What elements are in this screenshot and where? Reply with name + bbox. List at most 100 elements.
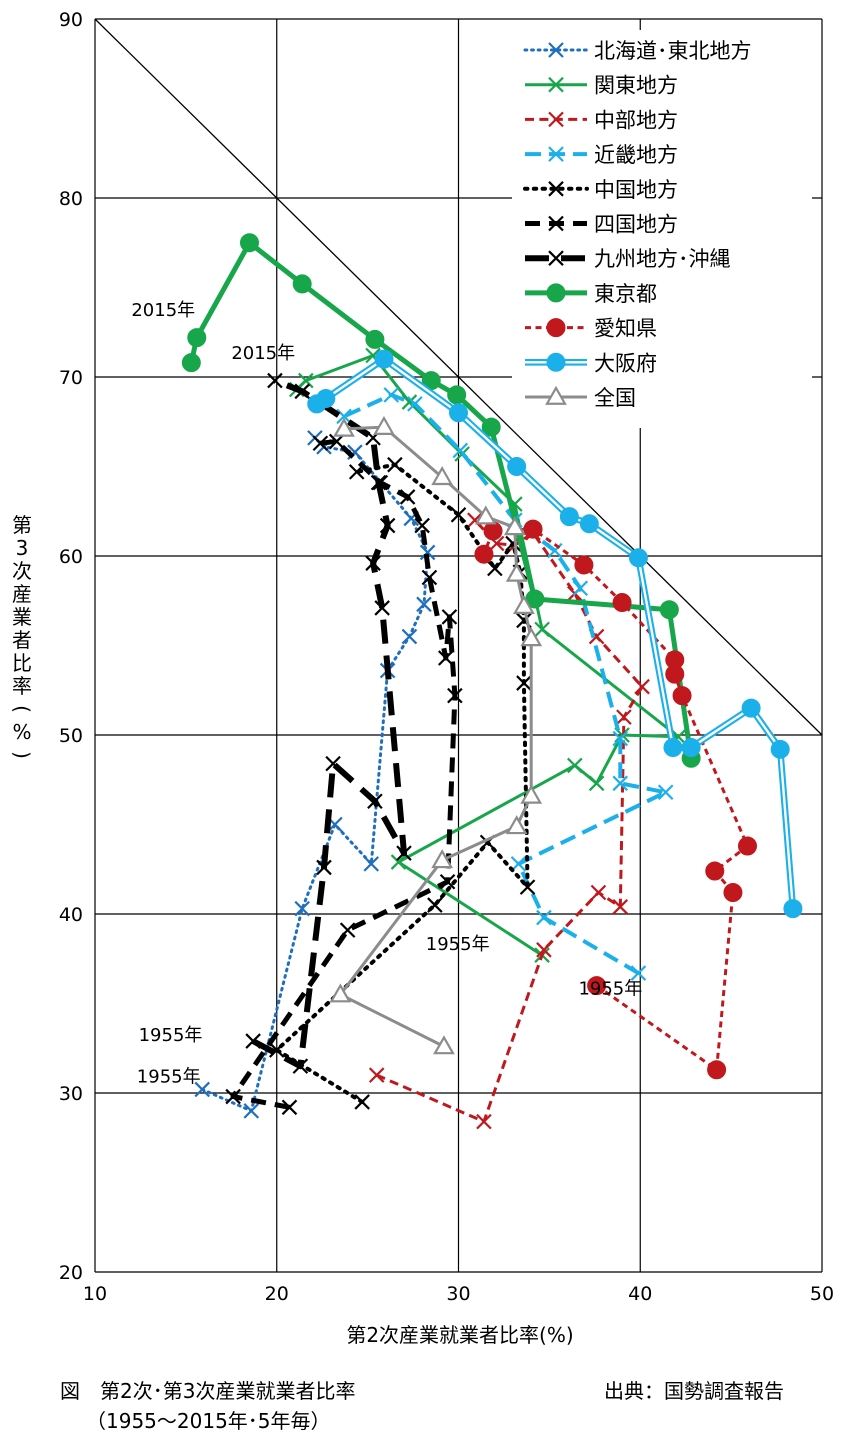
data-point xyxy=(368,1067,385,1083)
legend-label: 九州地方･沖縄 xyxy=(594,247,731,271)
series-4 xyxy=(336,387,674,981)
legend-item: 中国地方 xyxy=(523,178,678,202)
legend-label: 四国地方 xyxy=(594,213,678,237)
legend-item: 関東地方 xyxy=(525,74,678,98)
legend-item: 中部地方 xyxy=(525,108,678,132)
data-point xyxy=(572,580,589,596)
data-point xyxy=(474,505,497,525)
legend-item: 大阪府 xyxy=(525,351,657,375)
data-point xyxy=(513,594,535,614)
series-line xyxy=(295,354,680,957)
data-point xyxy=(339,922,356,938)
data-point xyxy=(383,387,400,403)
legend-marker xyxy=(548,146,564,162)
data-point xyxy=(427,897,443,913)
data-point xyxy=(770,739,790,759)
legend-marker xyxy=(548,215,564,232)
data-point xyxy=(516,675,532,691)
series-10 xyxy=(307,349,803,919)
data-point xyxy=(612,730,629,747)
y-tick-label: 60 xyxy=(59,546,83,568)
data-point xyxy=(307,394,327,414)
data-point xyxy=(336,408,352,425)
year-annotation: 1955年 xyxy=(137,1066,201,1087)
x-axis-title: 第2次産業就業者比率(%) xyxy=(346,1323,573,1347)
series-2 xyxy=(288,347,687,963)
legend-marker xyxy=(548,181,564,197)
y-axis-title-char: 産 xyxy=(12,582,32,606)
data-point xyxy=(437,650,454,666)
series-5 xyxy=(268,456,536,1110)
data-point xyxy=(447,385,467,405)
data-point xyxy=(505,562,528,582)
data-point xyxy=(365,555,381,571)
data-point xyxy=(225,1088,241,1105)
series-group xyxy=(181,233,803,1130)
data-point xyxy=(536,909,552,926)
x-tick-label: 30 xyxy=(446,1283,470,1305)
source-note: 出典：国勢調査報告 xyxy=(604,1379,784,1403)
data-point xyxy=(510,856,527,872)
data-point xyxy=(634,678,650,695)
data-point xyxy=(401,394,418,410)
legend-marker xyxy=(548,111,564,128)
data-point xyxy=(523,519,543,539)
data-point xyxy=(431,466,454,486)
data-point xyxy=(328,433,345,450)
legend-item: 愛知県 xyxy=(525,317,657,341)
data-point xyxy=(579,514,599,534)
figure-caption-period: （1955～2015年･5年毎） xyxy=(86,1409,331,1433)
data-point xyxy=(588,775,605,792)
legend-label: 全国 xyxy=(594,386,636,410)
legend-marker xyxy=(546,318,566,338)
data-point xyxy=(672,686,692,706)
series-7 xyxy=(245,372,412,1074)
data-point xyxy=(449,403,468,423)
data-point xyxy=(783,899,803,919)
data-point xyxy=(267,372,283,389)
year-annotation: 2015年 xyxy=(131,300,195,321)
data-point xyxy=(612,899,629,915)
data-point xyxy=(312,435,329,452)
year-annotation: 1955年 xyxy=(139,1025,203,1046)
data-point xyxy=(450,507,467,523)
data-point xyxy=(399,489,416,505)
data-point xyxy=(365,329,385,349)
data-point xyxy=(519,879,536,895)
data-point xyxy=(181,353,201,373)
x-tick-label: 40 xyxy=(628,1283,652,1305)
data-point xyxy=(737,836,757,856)
series-line xyxy=(200,436,430,1113)
legend-label: 愛知県 xyxy=(594,317,657,341)
data-point xyxy=(414,517,430,534)
data-point xyxy=(505,815,528,835)
data-point xyxy=(187,328,207,348)
y-axis-title-char: 業 xyxy=(12,605,32,629)
data-point xyxy=(268,1042,285,1058)
data-point xyxy=(374,600,390,616)
y-tick-label: 30 xyxy=(59,1083,83,1105)
legend-label: 関東地方 xyxy=(594,74,678,98)
data-point xyxy=(474,544,494,564)
data-point xyxy=(433,1035,455,1055)
data-point xyxy=(239,233,259,253)
data-point xyxy=(616,709,632,725)
data-point xyxy=(520,784,543,804)
data-point xyxy=(665,650,685,670)
series-9 xyxy=(474,519,757,1080)
legend-label: 大阪府 xyxy=(594,351,657,375)
data-point xyxy=(292,1058,309,1074)
y-axis-title-char: 比 xyxy=(12,651,32,675)
data-point xyxy=(630,965,647,981)
year-annotations: 2015年 2015年 1955年 1955年 1955年 1955年 xyxy=(131,300,642,1087)
legend-item: 東京都 xyxy=(525,282,657,306)
data-point xyxy=(447,687,463,704)
legend-marker xyxy=(548,250,564,266)
legend-label: 近畿地方 xyxy=(594,143,678,167)
data-point xyxy=(431,849,454,869)
data-point xyxy=(316,859,332,876)
data-point xyxy=(329,983,352,1003)
data-point xyxy=(419,544,436,561)
data-point xyxy=(612,775,629,792)
